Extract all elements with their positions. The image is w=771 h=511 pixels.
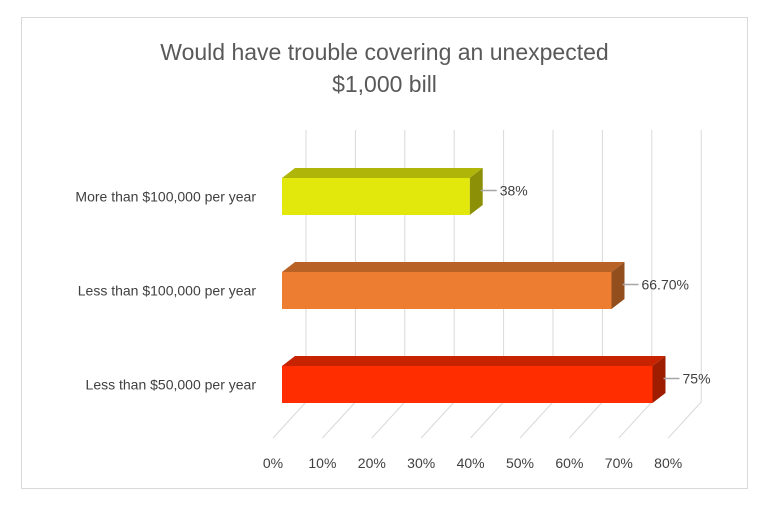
chart-title-line-2: $1,000 bill: [332, 71, 437, 97]
bar-front-face: [282, 272, 612, 309]
bar-side-face: [652, 356, 666, 403]
x-tick-label: 70%: [605, 455, 633, 471]
x-tick-label: 80%: [654, 455, 682, 471]
bar-2: [282, 262, 625, 309]
bar-top-face: [282, 262, 625, 272]
bar-front-face: [282, 366, 653, 403]
x-tick-label: 40%: [457, 455, 485, 471]
bar-1: [282, 168, 483, 215]
floor-gridline: [519, 401, 554, 439]
data-label: 66.70%: [641, 277, 688, 293]
floor-gridline: [420, 401, 455, 439]
floor-gridline: [371, 401, 406, 439]
x-tick-label: 60%: [555, 455, 583, 471]
bar-side-face: [611, 262, 625, 309]
x-tick-label: 10%: [308, 455, 336, 471]
bar-top-face: [282, 168, 483, 178]
floor-gridline: [322, 401, 356, 439]
x-tick-label: 30%: [407, 455, 435, 471]
bar-3: [282, 356, 666, 403]
bar-side-face: [469, 168, 483, 215]
floor-gridline: [470, 401, 504, 439]
chart-title-line-1: Would have trouble covering an unexpecte…: [160, 39, 609, 65]
labels: 0% 10% 20% 30% 40% 50% 60% 70% 80% 38% More than $…: [75, 183, 710, 472]
bar-top-face: [282, 356, 666, 366]
chart-frame: [21, 17, 748, 489]
floor-gridline: [618, 401, 653, 439]
bar-front-face: [282, 178, 470, 215]
category-label: Less than $100,000 per year: [78, 283, 257, 299]
chart-title: Would have trouble covering an unexpecte…: [21, 36, 748, 100]
floor-gridline: [667, 401, 702, 439]
floor-gridline: [569, 401, 603, 439]
bars: [282, 168, 666, 403]
x-tick-label: 50%: [506, 455, 534, 471]
category-label: More than $100,000 per year: [75, 189, 256, 205]
x-tick-label: 20%: [358, 455, 386, 471]
x-tick-label: 0%: [263, 455, 283, 471]
floor-gridline: [272, 401, 307, 439]
category-label: Less than $50,000 per year: [86, 377, 257, 393]
data-label: 75%: [683, 371, 711, 387]
data-label: 38%: [500, 183, 528, 199]
